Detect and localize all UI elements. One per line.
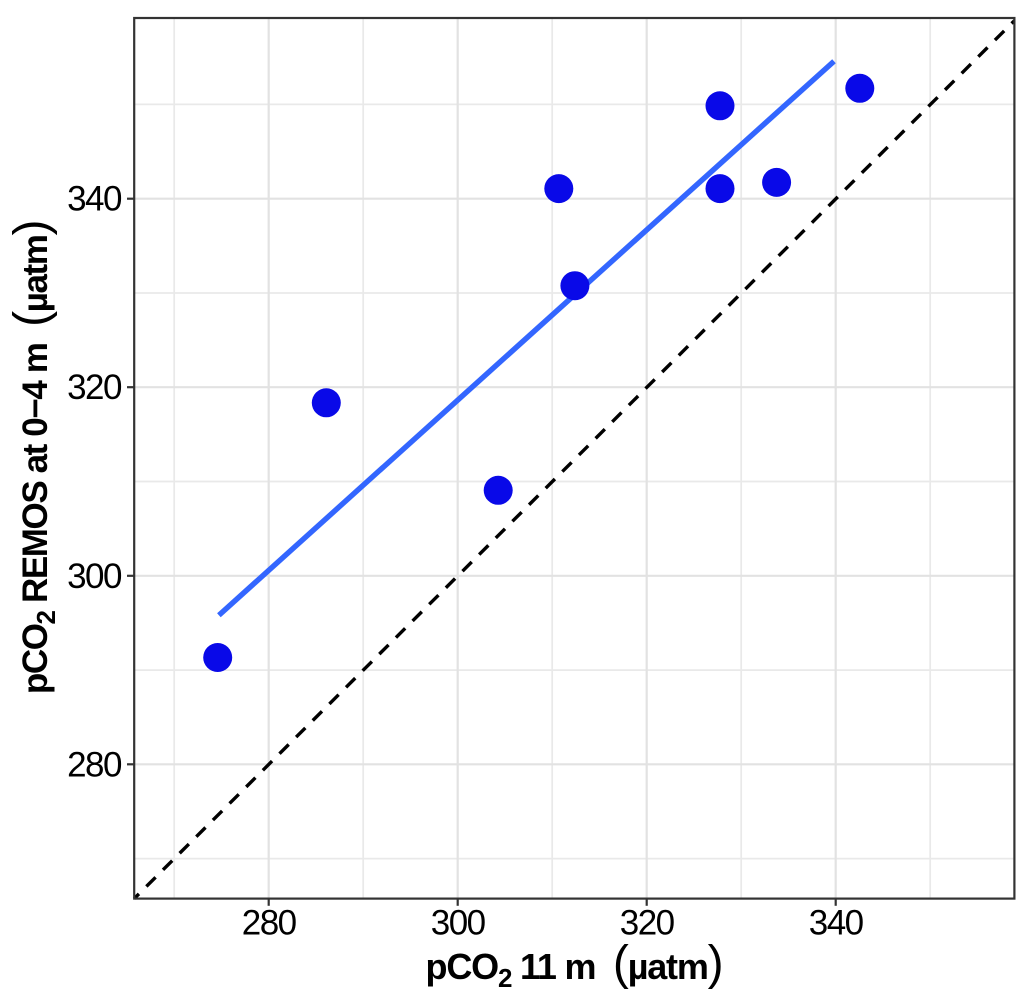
svg-text:320: 320: [620, 904, 675, 943]
svg-text:300: 300: [431, 904, 486, 943]
svg-text:340: 340: [809, 904, 864, 943]
svg-text:320: 320: [67, 368, 122, 407]
svg-text:pCO2 11 m (µatm): pCO2 11 m (µatm): [426, 937, 723, 993]
svg-text:280: 280: [242, 904, 297, 943]
svg-text:300: 300: [67, 557, 122, 596]
svg-text:280: 280: [67, 745, 122, 784]
svg-text:340: 340: [67, 180, 122, 219]
